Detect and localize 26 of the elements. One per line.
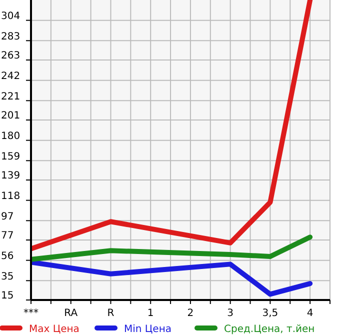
legend-label: Сред.Цена, т.йен bbox=[224, 324, 315, 335]
x-tick-label: RA bbox=[64, 308, 78, 319]
y-tick-label: 180 bbox=[1, 131, 20, 142]
x-tick-label: R bbox=[107, 308, 114, 319]
y-tick-label: 97 bbox=[1, 211, 14, 222]
x-tick-label: 3,5 bbox=[262, 308, 278, 319]
y-tick-label: 56 bbox=[1, 251, 14, 262]
legend-label: Max Цена bbox=[29, 324, 80, 335]
legend-label: Min Цена bbox=[124, 324, 172, 335]
y-tick-label: 118 bbox=[1, 191, 20, 202]
x-tick-label: 1 bbox=[147, 308, 154, 319]
y-tick-label: 263 bbox=[1, 50, 20, 62]
x-tick-label: 2 bbox=[187, 308, 194, 319]
y-tick-label: 201 bbox=[1, 110, 20, 122]
x-tick-label: 3 bbox=[227, 308, 234, 319]
y-tick-label: 15 bbox=[1, 290, 14, 302]
y-tick-label: 221 bbox=[1, 91, 20, 102]
y-tick-label: 159 bbox=[1, 151, 20, 162]
y-tick-label: 77 bbox=[1, 230, 14, 242]
y-tick-label: 242 bbox=[1, 71, 20, 82]
x-tick-label: *** bbox=[24, 308, 38, 319]
y-tick-label: 283 bbox=[1, 31, 20, 42]
x-tick-label: 4 bbox=[306, 308, 314, 319]
y-tick-label: 304 bbox=[1, 11, 20, 22]
y-tick-label: 35 bbox=[1, 271, 14, 282]
y-tick-label: 139 bbox=[1, 170, 20, 182]
